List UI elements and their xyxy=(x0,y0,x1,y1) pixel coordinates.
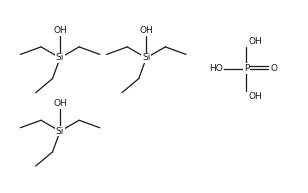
Text: OH: OH xyxy=(53,26,67,35)
Text: Si: Si xyxy=(142,53,151,62)
Text: P: P xyxy=(244,64,249,73)
Text: HO: HO xyxy=(209,64,222,73)
Text: OH: OH xyxy=(140,26,153,35)
Text: Si: Si xyxy=(56,53,64,62)
Text: OH: OH xyxy=(53,99,67,108)
Text: O: O xyxy=(270,64,278,73)
Text: Si: Si xyxy=(56,127,64,136)
Text: OH: OH xyxy=(248,36,262,46)
Text: OH: OH xyxy=(248,91,262,101)
